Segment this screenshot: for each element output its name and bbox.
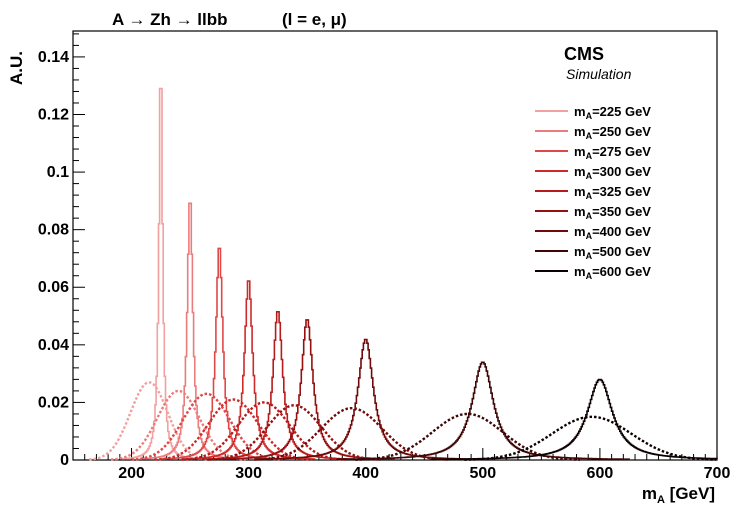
y-tick-label: 0.12 [38, 106, 69, 123]
x-axis-label: mA [GeV] [642, 484, 715, 506]
y-tick-label: 0.04 [38, 337, 69, 354]
y-axis-label: A.U. [7, 51, 26, 85]
legend-label: mA=325 GeV [574, 184, 651, 201]
dotted-curve-325 [181, 401, 346, 461]
legend-label: mA=275 GeV [574, 144, 651, 161]
solid-curve-500 [336, 361, 631, 461]
plot-area: 200 300 400 500 600 700 0 0.02 0.04 0.06 0.08 0.1 0.… [38, 30, 731, 482]
x-tick-label: 300 [235, 465, 262, 482]
dotted-curve-500 [355, 412, 580, 461]
legend-label: mA=500 GeV [574, 244, 651, 261]
dotted-curve-275 [131, 392, 282, 461]
x-axis-label-base: m [642, 484, 657, 503]
solid-curve-600 [430, 378, 718, 461]
legend-label: mA=600 GeV [574, 264, 651, 281]
plot-frame [72, 30, 718, 461]
legend-label: mA=350 GeV [574, 204, 651, 221]
x-tick-label: 600 [587, 465, 614, 482]
legend-label: mA=300 GeV [574, 164, 651, 181]
x-axis-label-unit: [GeV] [665, 484, 715, 503]
cms-label: CMS [564, 44, 604, 64]
y-tick-label: 0.14 [38, 49, 69, 66]
dotted-curve-400 [254, 407, 449, 461]
x-axis-label-sub: A [657, 494, 665, 506]
legend-label: mA=250 GeV [574, 124, 651, 141]
series-350 [208, 319, 395, 461]
series-400 [254, 338, 478, 461]
x-tick-label: 500 [469, 465, 496, 482]
simulation-label: Simulation [566, 66, 632, 82]
x-tick-label: 200 [118, 465, 145, 482]
legend: mA=225 GeV mA=250 GeV mA=275 GeV mA=300 GeV… [535, 104, 651, 281]
y-tick-label: 0.08 [38, 222, 69, 239]
solid-curve-400 [254, 338, 478, 460]
x-tick-label: 700 [704, 465, 731, 482]
dotted-curve-350 [208, 404, 381, 461]
y-tick-label: 0.1 [47, 164, 69, 181]
x-tick-label: 400 [352, 465, 379, 482]
y-tick-label: 0 [60, 452, 69, 469]
chart-title: A → Zh → llbb [112, 10, 228, 29]
series-600 [430, 378, 718, 461]
legend-label: mA=225 GeV [574, 104, 651, 121]
series-500 [336, 361, 631, 461]
dotted-curve-300 [154, 398, 312, 461]
chart-title-note: (l = e, μ) [282, 10, 347, 29]
solid-curve-350 [219, 319, 395, 460]
y-tick-label: 0.02 [38, 394, 69, 411]
dotted-curve-225 [89, 381, 209, 461]
legend-label: mA=400 GeV [574, 224, 651, 241]
y-tick-label: 0.06 [38, 279, 69, 296]
dotted-curve-600 [464, 415, 717, 461]
